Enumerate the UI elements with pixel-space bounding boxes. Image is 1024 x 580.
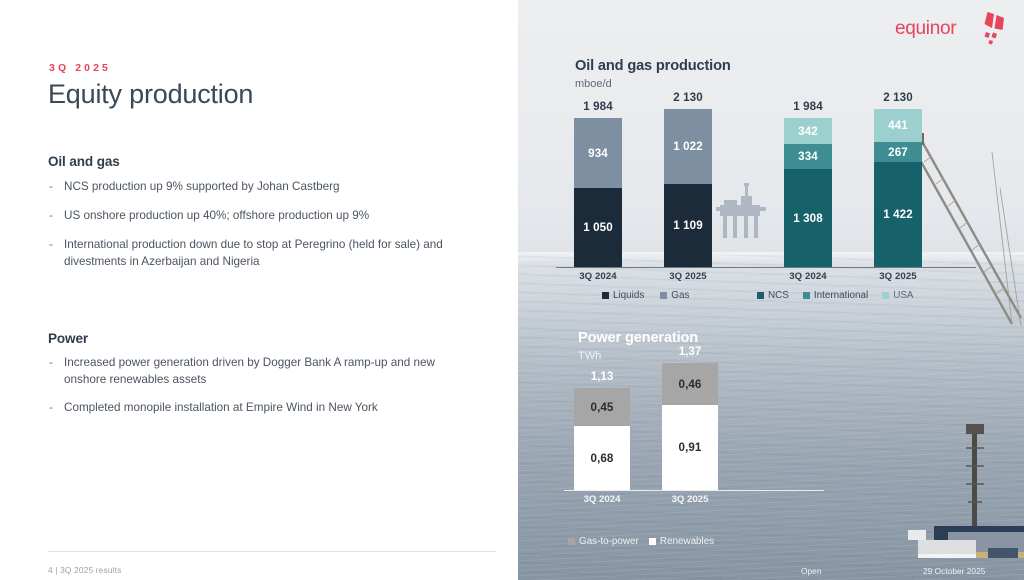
equinor-star-icon: [984, 12, 1004, 45]
legend-label-liquids: Liquids: [613, 290, 645, 301]
footer-page-label: 4 | 3Q 2025 results: [48, 565, 122, 575]
legend-item-liquids[interactable]: Liquids: [602, 290, 644, 301]
bar-segment-gas[interactable]: 934: [574, 118, 622, 188]
chart-unit-label: mboe/d: [575, 78, 612, 90]
footer-divider: [48, 551, 496, 552]
legend-item-gas-to-power[interactable]: Gas-to-power: [568, 536, 639, 547]
image-panel: equinor Oil and gas production mboe/d 1 …: [518, 0, 1024, 580]
text-panel: 3Q 2025 Equity production Oil and gas - …: [48, 62, 496, 575]
chart-legend-power: Gas-to-power Renewables: [568, 536, 714, 547]
x-axis-tick-label: 3Q 2024: [789, 271, 827, 282]
table-row: 0,46 0,91: [662, 363, 718, 490]
bar-total-label: 1 984: [793, 100, 823, 113]
list-item: - Completed monopile installation at Emp…: [49, 400, 378, 417]
legend-swatch-gas-to-power: [568, 538, 575, 545]
x-axis-line: [564, 490, 824, 491]
bar-segment-gas-to-power[interactable]: 0,46: [662, 363, 718, 405]
bullet-marker: -: [49, 238, 53, 251]
footer-date: 29 October 2025: [923, 566, 986, 576]
bar-total-label: 1 984: [583, 100, 613, 113]
bar-segment-gas-to-power[interactable]: 0,45: [574, 388, 630, 426]
chart-title: Oil and gas production: [575, 58, 731, 74]
bullet-text: Completed monopile installation at Empir…: [64, 401, 378, 414]
bar-segment-ncs[interactable]: 1 308: [784, 169, 832, 267]
chart-legend-product: Liquids Gas: [602, 290, 689, 301]
bar-segment-ncs[interactable]: 1 422: [874, 162, 922, 267]
bullet-text: International production down due to sto…: [64, 238, 443, 268]
table-row: 1 022 1 109: [664, 109, 712, 267]
bar-total-label: 1,37: [678, 345, 702, 358]
x-axis-tick-label: 3Q 2025: [669, 271, 707, 282]
bullet-text: NCS production up 9% supported by Johan …: [64, 180, 340, 193]
equinor-logo: equinor: [895, 9, 1005, 45]
x-axis-tick-label: 3Q 2024: [583, 494, 621, 505]
legend-label-ncs: NCS: [768, 290, 789, 301]
legend-label-usa: USA: [893, 290, 914, 301]
legend-item-renewables[interactable]: Renewables: [648, 536, 715, 547]
bar-segment-international[interactable]: 334: [784, 144, 832, 169]
legend-swatch-renewables: [648, 538, 656, 545]
bullet-marker: -: [49, 401, 53, 414]
bar-total-label: 1,13: [590, 370, 614, 383]
bullet-marker: -: [49, 356, 53, 369]
section-heading-power: Power: [48, 331, 89, 346]
bar-segment-gas[interactable]: 1 022: [664, 109, 712, 184]
legend-swatch-ncs: [757, 292, 764, 299]
legend-item-ncs[interactable]: NCS: [757, 290, 789, 301]
logo-wordmark: equinor: [895, 18, 957, 39]
bar-segment-liquids[interactable]: 1 050: [574, 188, 622, 267]
bar-segment-usa[interactable]: 441: [874, 109, 922, 142]
legend-item-usa[interactable]: USA: [882, 290, 914, 301]
page-title: Equity production: [48, 79, 254, 109]
x-axis-line: [556, 267, 976, 268]
chart-unit-label: TWh: [578, 350, 602, 362]
section-heading-oil-and-gas: Oil and gas: [48, 154, 120, 169]
bar-segment-usa[interactable]: 342: [784, 118, 832, 144]
legend-label-gas-to-power: Gas-to-power: [579, 536, 639, 547]
legend-swatch-liquids: [602, 292, 609, 299]
bar-segment-renewables[interactable]: 0,91: [662, 405, 718, 490]
x-axis-tick-label: 3Q 2025: [879, 271, 917, 282]
bar-total-label: 2 130: [673, 91, 703, 104]
x-axis-tick-label: 3Q 2025: [671, 494, 709, 505]
bullet-marker: -: [49, 180, 53, 193]
list-item: - Increased power generation driven by D…: [49, 355, 454, 388]
chart-legend-region: NCS International USA: [757, 290, 914, 301]
table-row: 934 1 050: [574, 118, 622, 267]
quarter-eyebrow: 3Q 2025: [49, 62, 111, 74]
table-row: 0,45 0,68: [574, 388, 630, 490]
bar-total-label: 2 130: [883, 91, 913, 104]
legend-swatch-international: [802, 292, 810, 299]
list-item: - US onshore production up 40%; offshore…: [49, 208, 369, 225]
legend-swatch-usa: [882, 292, 890, 299]
legend-label-international: International: [813, 290, 869, 301]
legend-label-renewables: Renewables: [659, 536, 715, 547]
table-row: 342 334 1 308: [784, 118, 832, 267]
table-row: 441 267 1 422: [874, 109, 922, 267]
x-axis-tick-label: 3Q 2024: [579, 271, 617, 282]
bullet-marker: -: [49, 209, 53, 222]
legend-item-gas[interactable]: Gas: [660, 290, 689, 301]
list-item: - NCS production up 9% supported by Joha…: [49, 179, 339, 196]
legend-label-gas: Gas: [671, 290, 690, 301]
offshore-platform-icon: [716, 183, 766, 238]
legend-swatch-gas: [660, 292, 668, 299]
bullet-text: US onshore production up 40%; offshore p…: [64, 209, 370, 222]
bullet-text: Increased power generation driven by Dog…: [64, 356, 435, 386]
bar-segment-international[interactable]: 267: [874, 142, 922, 162]
classification-label: Open: [801, 566, 822, 576]
list-item: - International production down due to s…: [49, 237, 454, 270]
bar-segment-liquids[interactable]: 1 109: [664, 184, 712, 267]
legend-item-international[interactable]: International: [802, 290, 869, 301]
chart-oil-and-gas-production: Oil and gas production mboe/d 1 984 934 …: [518, 0, 1024, 310]
bar-segment-renewables[interactable]: 0,68: [574, 426, 630, 490]
chart-title: Power generation: [578, 330, 699, 346]
